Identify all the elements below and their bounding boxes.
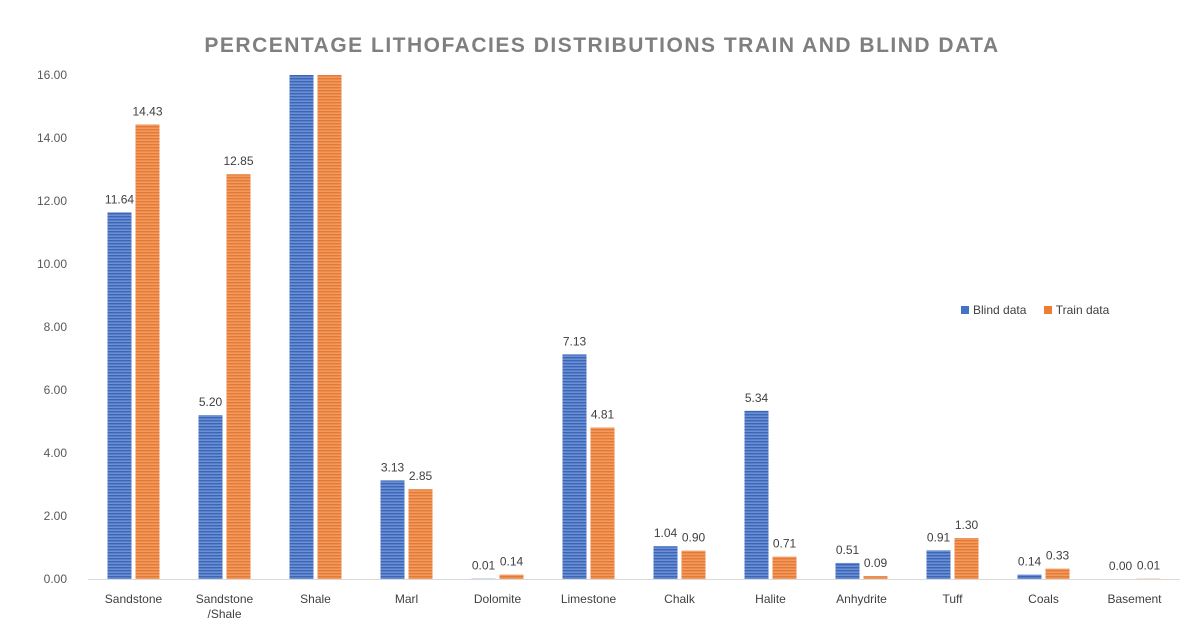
data-label: 0.09 — [864, 556, 888, 570]
y-tick-label: 0.00 — [44, 572, 68, 586]
bar-train — [772, 556, 797, 579]
data-label: 2.85 — [409, 469, 433, 483]
bar-blind — [926, 550, 951, 579]
data-label: 0.14 — [1018, 555, 1042, 569]
legend-item-train: Train data — [1043, 303, 1110, 317]
legend-swatch-train — [1043, 306, 1052, 314]
data-label: 7.13 — [563, 334, 587, 348]
bar-blind — [1017, 574, 1042, 579]
bar-train — [135, 124, 160, 579]
data-label: 5.20 — [199, 395, 223, 409]
y-tick-label: 10.00 — [37, 257, 67, 271]
x-tick-label: Sandstone — [105, 592, 163, 606]
bar-train — [681, 550, 706, 579]
x-tick-label: Shale — [300, 592, 331, 606]
data-label: 11.64 — [105, 192, 134, 206]
data-label: 0.91 — [927, 530, 951, 544]
data-label: 5.34 — [745, 391, 769, 405]
data-label: 14.43 — [132, 104, 162, 118]
data-label: 0.90 — [682, 531, 706, 545]
bar-blind — [289, 75, 314, 579]
legend: Blind data Train data — [961, 303, 1123, 317]
bar-blind — [653, 546, 678, 579]
bar-train — [408, 489, 433, 579]
x-tick-label: Chalk — [664, 592, 696, 606]
legend-label-train: Train data — [1055, 303, 1110, 317]
bar-blind — [744, 410, 769, 579]
chart-title: PERCENTAGE LITHOFACIES DISTRIBUTIONS TRA… — [204, 34, 1000, 57]
x-tick-label: Limestone — [561, 592, 617, 606]
data-label: 0.00 — [1109, 559, 1133, 573]
x-tick-label: Sandstone — [196, 592, 254, 606]
bar-train — [590, 427, 615, 579]
bar-blind — [562, 354, 587, 579]
bar-blind — [198, 415, 223, 579]
data-label: 1.04 — [654, 526, 678, 540]
x-tick-label: Dolomite — [474, 592, 522, 606]
data-label: 0.51 — [836, 543, 860, 557]
y-tick-label: 16.00 — [37, 68, 67, 82]
bar-blind — [380, 480, 405, 579]
bar-blind — [107, 212, 132, 579]
x-tick-label: Tuff — [942, 592, 963, 606]
data-label: 0.01 — [1137, 559, 1161, 573]
x-tick-label: Halite — [755, 592, 786, 606]
bar-train — [1045, 568, 1070, 579]
y-tick-label: 8.00 — [44, 320, 68, 334]
bar-train — [226, 174, 251, 579]
x-tick-label: Coals — [1028, 592, 1059, 606]
data-label: 0.01 — [472, 559, 496, 573]
bar-train — [499, 574, 524, 579]
x-tick-label: Basement — [1107, 592, 1162, 606]
data-label: 1.30 — [955, 518, 979, 532]
bar-train — [954, 538, 979, 579]
x-tick-label: /Shale — [207, 607, 241, 621]
data-label: 0.71 — [773, 537, 797, 551]
y-tick-label: 4.00 — [44, 446, 68, 460]
bar-blind — [835, 562, 860, 579]
data-label: 3.13 — [381, 460, 405, 474]
bar-train — [863, 576, 888, 579]
legend-label-blind: Blind data — [973, 303, 1027, 317]
data-label: 0.14 — [500, 555, 524, 569]
x-tick-label: Anhydrite — [836, 592, 887, 606]
legend-swatch-blind — [961, 306, 969, 314]
y-tick-label: 12.00 — [37, 194, 67, 208]
legend-item-blind: Blind data — [961, 303, 1026, 317]
y-tick-label: 14.00 — [37, 131, 67, 145]
data-label: 12.85 — [223, 154, 253, 168]
data-label: 0.33 — [1046, 549, 1070, 563]
x-tick-label: Marl — [395, 592, 418, 606]
y-tick-label: 2.00 — [44, 509, 68, 523]
y-tick-label: 6.00 — [44, 383, 68, 397]
bar-train — [317, 75, 342, 579]
data-label: 4.81 — [591, 407, 615, 421]
